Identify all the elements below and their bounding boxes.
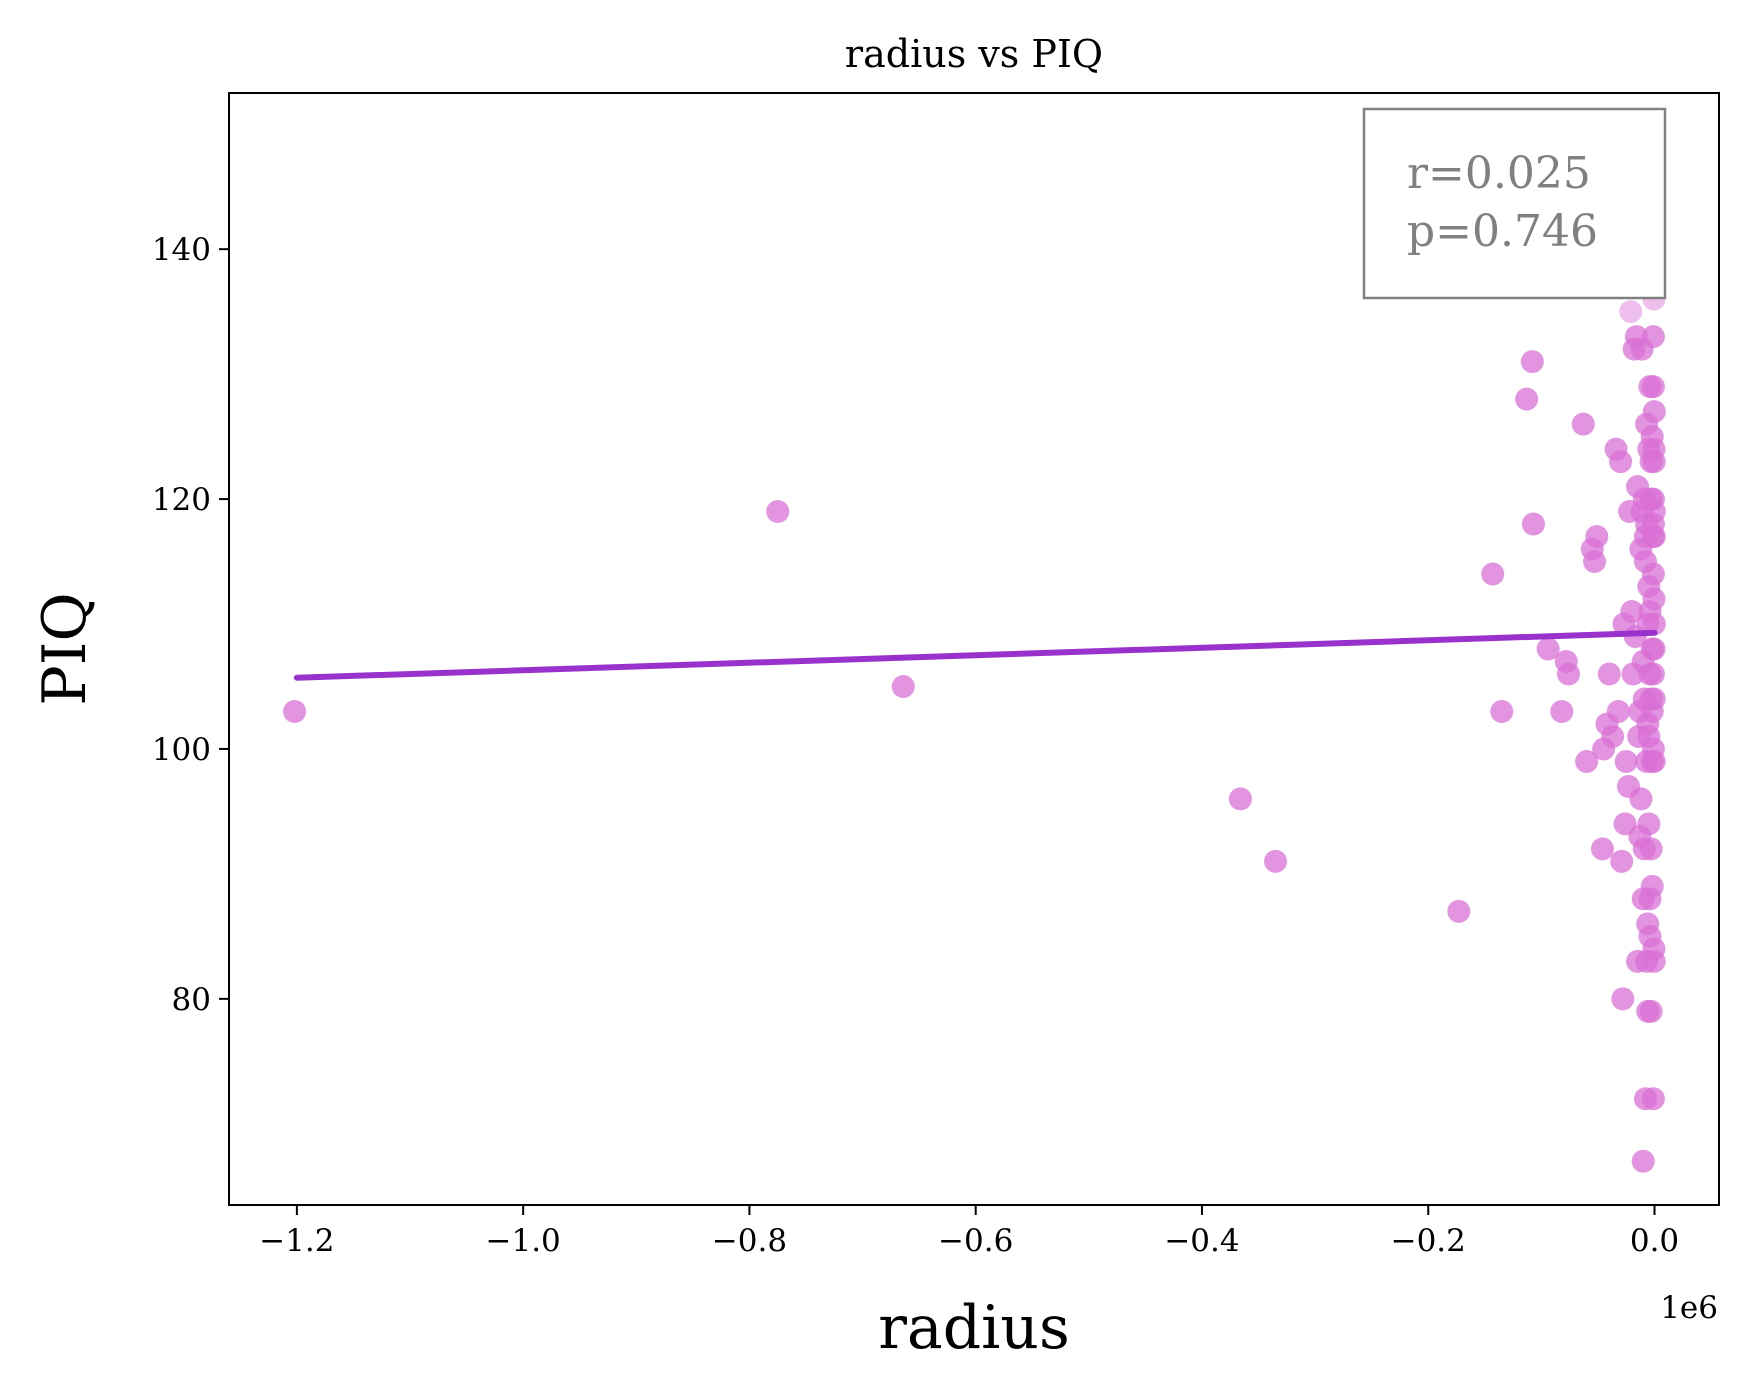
scatter-point [1611, 987, 1635, 1011]
annotation-box [1362, 107, 1667, 300]
stats-annotation: r=0.025 p=0.746 [1362, 107, 1667, 300]
scatter-point [1641, 562, 1665, 586]
y-axis-label: PIQ [30, 592, 100, 705]
scatter-point [1601, 724, 1625, 748]
scatter-point [1639, 999, 1663, 1023]
scatter-point [1520, 350, 1544, 374]
scatter-point [283, 699, 307, 723]
scatter-point [1641, 325, 1665, 349]
scatter-point [1228, 787, 1252, 811]
scatter-point [1642, 400, 1666, 424]
x-tick-label: −0.6 [938, 1223, 1013, 1259]
scatter-point [1642, 525, 1666, 549]
scatter-points [283, 125, 1666, 1173]
scatter-point [1536, 637, 1560, 661]
scatter-point [1641, 662, 1665, 686]
scatter-point [1610, 849, 1634, 873]
scatter-point [1481, 562, 1505, 586]
scatter-point [1642, 587, 1666, 611]
x-tick-label: −0.4 [1164, 1223, 1239, 1259]
plot-frame [228, 92, 1720, 1206]
scatter-point [891, 674, 915, 698]
scatter-point [1637, 812, 1661, 836]
y-tick-label: 140 [152, 232, 211, 268]
x-tick-label: −1.0 [486, 1223, 561, 1259]
chart-title: radius vs PIQ [845, 32, 1103, 76]
scatter-point [1639, 837, 1663, 861]
scatter-point [766, 500, 790, 524]
scatter-point [1590, 837, 1614, 861]
y-tick-label: 120 [152, 482, 211, 518]
scatter-point [1583, 550, 1607, 574]
scatter-point [1597, 662, 1621, 686]
regression-line-layer [293, 629, 1658, 681]
scatter-point [1640, 874, 1664, 898]
y-axis-ticks: 80 100 120 140 [152, 232, 229, 1018]
scatter-point [1515, 387, 1539, 411]
x-axis-label: radius [878, 1293, 1069, 1363]
scatter-point [1642, 637, 1666, 661]
scatter-point [1585, 525, 1609, 549]
regression-line [293, 629, 1658, 681]
scatter-point [1619, 300, 1643, 324]
x-tick-label: 0.0 [1630, 1223, 1679, 1259]
scatter-point [1642, 500, 1666, 524]
x-tick-label: −1.2 [259, 1223, 334, 1259]
scatter-point [1571, 412, 1595, 436]
scatter-point [1521, 512, 1545, 536]
scatter-point [1557, 662, 1581, 686]
scatter-point [1642, 450, 1666, 474]
scatter-point [1642, 687, 1666, 711]
y-tick-label: 80 [172, 982, 211, 1018]
scatter-point [1642, 612, 1666, 636]
scatter-point [1629, 787, 1653, 811]
scatter-point [1642, 949, 1666, 973]
scatter-point [1641, 1087, 1665, 1111]
scatter-point [1631, 1149, 1655, 1173]
scatter-point [1609, 450, 1633, 474]
y-tick-label: 100 [152, 732, 211, 768]
scatter-point [1447, 899, 1471, 923]
scatter-point [1550, 699, 1574, 723]
scatter-point [1575, 749, 1599, 773]
x-axis-ticks: −1.2 −1.0 −0.8 −0.6 −0.4 −0.2 0.0 [259, 1205, 1679, 1259]
scatter-point [1264, 849, 1288, 873]
scatter-point [1642, 749, 1666, 773]
scatter-point [1606, 699, 1630, 723]
scatter-point [1490, 699, 1514, 723]
x-tick-label: −0.2 [1391, 1223, 1466, 1259]
annotation-p-value: p=0.746 [1407, 206, 1598, 257]
x-tick-label: −0.8 [712, 1223, 787, 1259]
annotation-r-value: r=0.025 [1407, 148, 1591, 199]
scatter-point [1641, 375, 1665, 399]
scatter-point [1620, 600, 1644, 624]
x-axis-offset-label: 1e6 [1660, 1290, 1718, 1326]
scatter-point [1614, 749, 1638, 773]
